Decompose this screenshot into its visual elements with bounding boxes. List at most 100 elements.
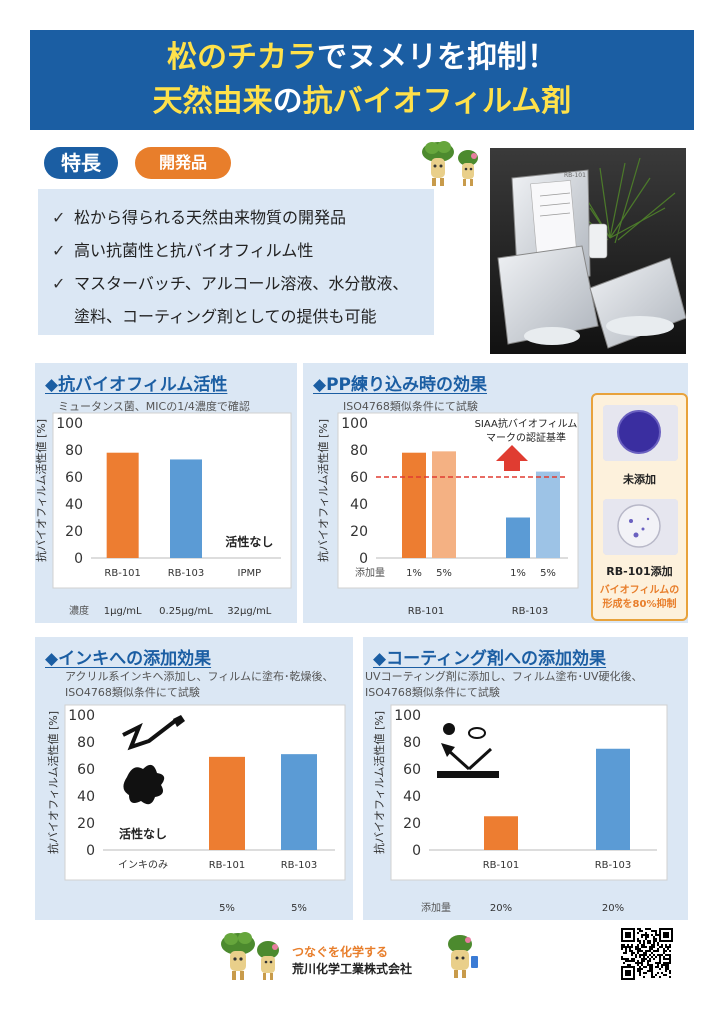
qr-module — [645, 946, 647, 948]
features-badge: 特長 — [44, 147, 118, 179]
qr-module — [625, 960, 627, 962]
qr-module — [667, 964, 669, 966]
qr-module — [645, 934, 647, 936]
panel-note-1: UVコーティング剤に添加し、フィルム塗布･UV硬化後、 — [365, 670, 643, 683]
qr-module — [651, 952, 653, 954]
title-line-2: 天然由来の抗バイオフィルム剤 — [30, 80, 694, 124]
qr-module — [651, 956, 653, 958]
company-name: 荒川化学工業株式会社 — [292, 962, 413, 976]
qr-module — [657, 962, 659, 964]
qr-module — [623, 944, 625, 946]
qr-module — [639, 930, 641, 932]
treated-label: RB-101添加 — [606, 565, 673, 578]
qr-module — [669, 950, 671, 952]
panel-title: ◆抗バイオフィルム活性 — [45, 375, 228, 395]
panel-note: ミュータンス菌、MICの1/4濃度で確認 — [58, 400, 250, 413]
qr-module — [629, 964, 631, 966]
qr-module — [665, 958, 667, 960]
qr-module — [637, 938, 639, 940]
qr-module — [661, 944, 663, 946]
qr-module — [629, 946, 631, 948]
qr-module — [643, 976, 645, 978]
qr-module — [663, 948, 665, 950]
qr-module — [665, 946, 667, 948]
qr-module — [665, 950, 667, 952]
qr-module — [657, 954, 659, 956]
x-sublabel: 20% — [602, 903, 624, 914]
y-tick-label: 100 — [56, 416, 83, 432]
qr-module — [667, 962, 669, 964]
qr-code-icon[interactable] — [620, 927, 674, 981]
qr-module — [641, 960, 643, 962]
feature-item: ✓ 高い抗菌性と抗バイオフィルム性 — [52, 234, 434, 267]
qr-module — [659, 956, 661, 958]
qr-module — [647, 950, 649, 952]
bar — [106, 452, 139, 558]
qr-module — [637, 960, 639, 962]
qr-module — [633, 960, 635, 962]
qr-module — [647, 934, 649, 936]
qr-module — [647, 936, 649, 938]
qr-module — [669, 946, 671, 948]
untreated-plate-image — [603, 405, 678, 461]
treated-plate-image — [603, 499, 678, 555]
bar — [506, 517, 530, 558]
y-axis-label: 抗バイオフィルム活性値 [%] — [316, 419, 330, 562]
qr-module — [631, 952, 633, 954]
qr-finder-core — [625, 932, 631, 938]
bar — [596, 748, 630, 850]
qr-module — [651, 946, 653, 948]
qr-module — [639, 972, 641, 974]
qr-module — [621, 948, 623, 950]
group-label: RB-101 — [408, 606, 445, 617]
y-tick-label: 60 — [77, 762, 95, 778]
qr-module — [641, 950, 643, 952]
title-banner: 松のチカラでヌメリを抑制！ 天然由来の抗バイオフィルム剤 — [30, 30, 694, 130]
check-icon: ✓ — [52, 274, 66, 293]
feature-text: 松から得られる天然由来物質の開発品 — [74, 208, 347, 227]
qr-module — [667, 958, 669, 960]
qr-module — [645, 950, 647, 952]
group-label: RB-103 — [512, 606, 549, 617]
qr-module — [641, 962, 643, 964]
qr-module — [647, 940, 649, 942]
qr-module — [653, 950, 655, 952]
y-axis-label: 抗バイオフィルム活性値 [%] — [372, 711, 386, 854]
qr-module — [635, 956, 637, 958]
x-tick-label: 1% — [510, 568, 526, 579]
x-tick-label: RB-103 — [595, 860, 632, 871]
qr-module — [639, 962, 641, 964]
qr-module — [635, 948, 637, 950]
qr-module — [651, 930, 653, 932]
qr-module — [663, 952, 665, 954]
qr-module — [623, 962, 625, 964]
qr-module — [639, 968, 641, 970]
qr-module — [659, 962, 661, 964]
qr-module — [621, 956, 623, 958]
qr-module — [625, 946, 627, 948]
inset-note-1: バイオフィルムの — [599, 585, 680, 596]
qr-module — [669, 958, 671, 960]
qr-module — [631, 946, 633, 948]
qr-module — [665, 954, 667, 956]
x-tick-label: RB-101 — [209, 860, 246, 871]
qr-module — [647, 960, 649, 962]
qr-module — [637, 970, 639, 972]
qr-module — [641, 946, 643, 948]
qr-module — [639, 966, 641, 968]
y-tick-label: 40 — [350, 497, 368, 513]
qr-module — [659, 968, 661, 970]
qr-module — [649, 960, 651, 962]
qr-module — [657, 934, 659, 936]
qr-module — [663, 964, 665, 966]
qr-module — [653, 940, 655, 942]
qr-module — [641, 934, 643, 936]
qr-module — [645, 928, 647, 930]
siaa-label-2: マークの認証基準 — [486, 431, 566, 444]
qr-module — [665, 944, 667, 946]
x-tick-label: RB-101 — [483, 860, 520, 871]
deflect-arrow-icon — [467, 747, 493, 771]
y-tick-label: 20 — [350, 524, 368, 540]
mascot-pine-icon — [422, 141, 478, 186]
qr-module — [655, 956, 657, 958]
